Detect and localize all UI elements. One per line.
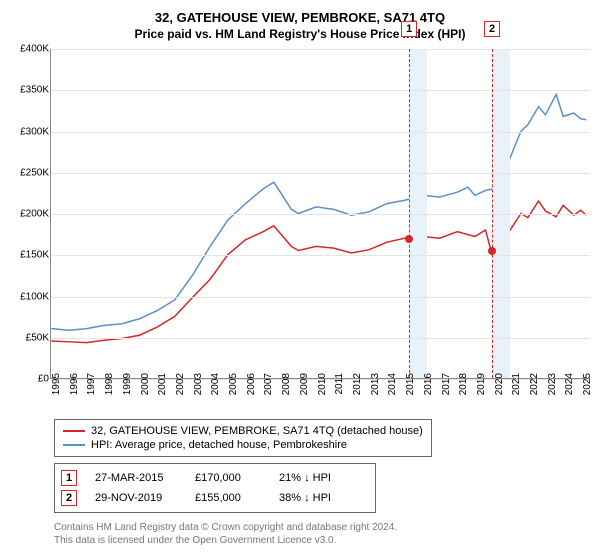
x-tick-label: 2002 xyxy=(175,373,186,395)
y-gridline xyxy=(51,338,590,339)
x-tick-label: 2014 xyxy=(387,373,398,395)
x-tick-label: 2000 xyxy=(140,373,151,395)
y-tick-label: £300K xyxy=(11,126,49,137)
callout-box: 2 xyxy=(484,21,500,37)
x-tick-label: 2023 xyxy=(547,373,558,395)
x-tick-label: 2024 xyxy=(564,373,575,395)
attribution-line-2: This data is licensed under the Open Gov… xyxy=(54,534,590,547)
x-tick-label: 2005 xyxy=(228,373,239,395)
legend-row: HPI: Average price, detached house, Pemb… xyxy=(63,438,423,452)
x-tick-label: 2020 xyxy=(494,373,505,395)
x-tick-label: 2008 xyxy=(281,373,292,395)
y-tick-label: £200K xyxy=(11,209,49,220)
y-gridline xyxy=(51,49,590,50)
x-tick-label: 2021 xyxy=(511,373,522,395)
attribution: Contains HM Land Registry data © Crown c… xyxy=(54,521,590,547)
legend-label: 32, GATEHOUSE VIEW, PEMBROKE, SA71 4TQ (… xyxy=(91,425,423,437)
x-tick-label: 1996 xyxy=(69,373,80,395)
callout-box: 1 xyxy=(401,21,417,37)
table-row: 1 27-MAR-2015 £170,000 21% ↓ HPI xyxy=(61,468,369,488)
x-tick-label: 2012 xyxy=(352,373,363,395)
y-tick-label: £100K xyxy=(11,291,49,302)
legend-label: HPI: Average price, detached house, Pemb… xyxy=(91,439,347,451)
x-tick-label: 2003 xyxy=(193,373,204,395)
x-tick-label: 2017 xyxy=(441,373,452,395)
x-tick-label: 1999 xyxy=(122,373,133,395)
legend-swatch xyxy=(63,430,85,432)
table-cell-delta: 21% ↓ HPI xyxy=(279,472,369,484)
y-gridline xyxy=(51,297,590,298)
x-tick-label: 2013 xyxy=(370,373,381,395)
x-tick-label: 2001 xyxy=(157,373,168,395)
table-row: 2 29-NOV-2019 £155,000 38% ↓ HPI xyxy=(61,488,369,508)
table-cell-price: £155,000 xyxy=(195,492,275,504)
marker-vertical-rule xyxy=(492,49,493,378)
x-tick-label: 1998 xyxy=(104,373,115,395)
plot-area: £0£50K£100K£150K£200K£250K£300K£350K£400… xyxy=(50,49,590,379)
x-tick-label: 1995 xyxy=(51,373,62,395)
chart-title: 32, GATEHOUSE VIEW, PEMBROKE, SA71 4TQ xyxy=(10,10,590,25)
x-tick-label: 2009 xyxy=(299,373,310,395)
y-gridline xyxy=(51,132,590,133)
x-tick-label: 2006 xyxy=(246,373,257,395)
marker-dot xyxy=(488,247,496,255)
x-tick-label: 2018 xyxy=(458,373,469,395)
legend-swatch xyxy=(63,444,85,446)
y-tick-label: £50K xyxy=(11,332,49,343)
legend-row: 32, GATEHOUSE VIEW, PEMBROKE, SA71 4TQ (… xyxy=(63,424,423,438)
x-tick-label: 2011 xyxy=(334,373,345,395)
y-gridline xyxy=(51,214,590,215)
y-gridline xyxy=(51,173,590,174)
x-tick-label: 2015 xyxy=(405,373,416,395)
attribution-line-1: Contains HM Land Registry data © Crown c… xyxy=(54,521,590,534)
callout-box: 2 xyxy=(61,490,77,506)
x-tick-label: 2019 xyxy=(476,373,487,395)
marker-vertical-rule xyxy=(409,49,410,378)
legend: 32, GATEHOUSE VIEW, PEMBROKE, SA71 4TQ (… xyxy=(54,419,432,457)
y-gridline xyxy=(51,255,590,256)
y-tick-label: £350K xyxy=(11,85,49,96)
x-tick-label: 2025 xyxy=(582,373,593,395)
x-tick-label: 2010 xyxy=(317,373,328,395)
marker-dot xyxy=(405,235,413,243)
x-tick-label: 2022 xyxy=(529,373,540,395)
y-tick-label: £150K xyxy=(11,250,49,261)
table-cell-delta: 38% ↓ HPI xyxy=(279,492,369,504)
y-gridline xyxy=(51,90,590,91)
table-cell-price: £170,000 xyxy=(195,472,275,484)
callout-box: 1 xyxy=(61,470,77,486)
y-tick-label: £400K xyxy=(11,44,49,55)
table-cell-date: 27-MAR-2015 xyxy=(81,472,191,484)
table-cell-date: 29-NOV-2019 xyxy=(81,492,191,504)
x-tick-label: 2004 xyxy=(210,373,221,395)
price-table: 1 27-MAR-2015 £170,000 21% ↓ HPI 2 29-NOV-201… xyxy=(54,463,376,513)
chart-container: 32, GATEHOUSE VIEW, PEMBROKE, SA71 4TQ P… xyxy=(10,10,590,547)
y-tick-label: £0 xyxy=(11,374,49,385)
chart-subtitle: Price paid vs. HM Land Registry's House … xyxy=(10,27,590,41)
x-tick-label: 2016 xyxy=(423,373,434,395)
x-tick-label: 2007 xyxy=(263,373,274,395)
y-tick-label: £250K xyxy=(11,167,49,178)
x-tick-label: 1997 xyxy=(86,373,97,395)
